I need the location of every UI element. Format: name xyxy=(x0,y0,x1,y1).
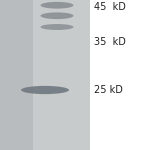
Text: 45  kD: 45 kD xyxy=(94,2,126,12)
Bar xyxy=(0,0,90,150)
Text: 25 kD: 25 kD xyxy=(94,85,123,95)
Ellipse shape xyxy=(21,86,69,94)
Text: 35  kD: 35 kD xyxy=(94,37,126,47)
Ellipse shape xyxy=(40,2,74,9)
Bar xyxy=(0,0,33,150)
Ellipse shape xyxy=(40,12,74,19)
Ellipse shape xyxy=(40,24,74,30)
